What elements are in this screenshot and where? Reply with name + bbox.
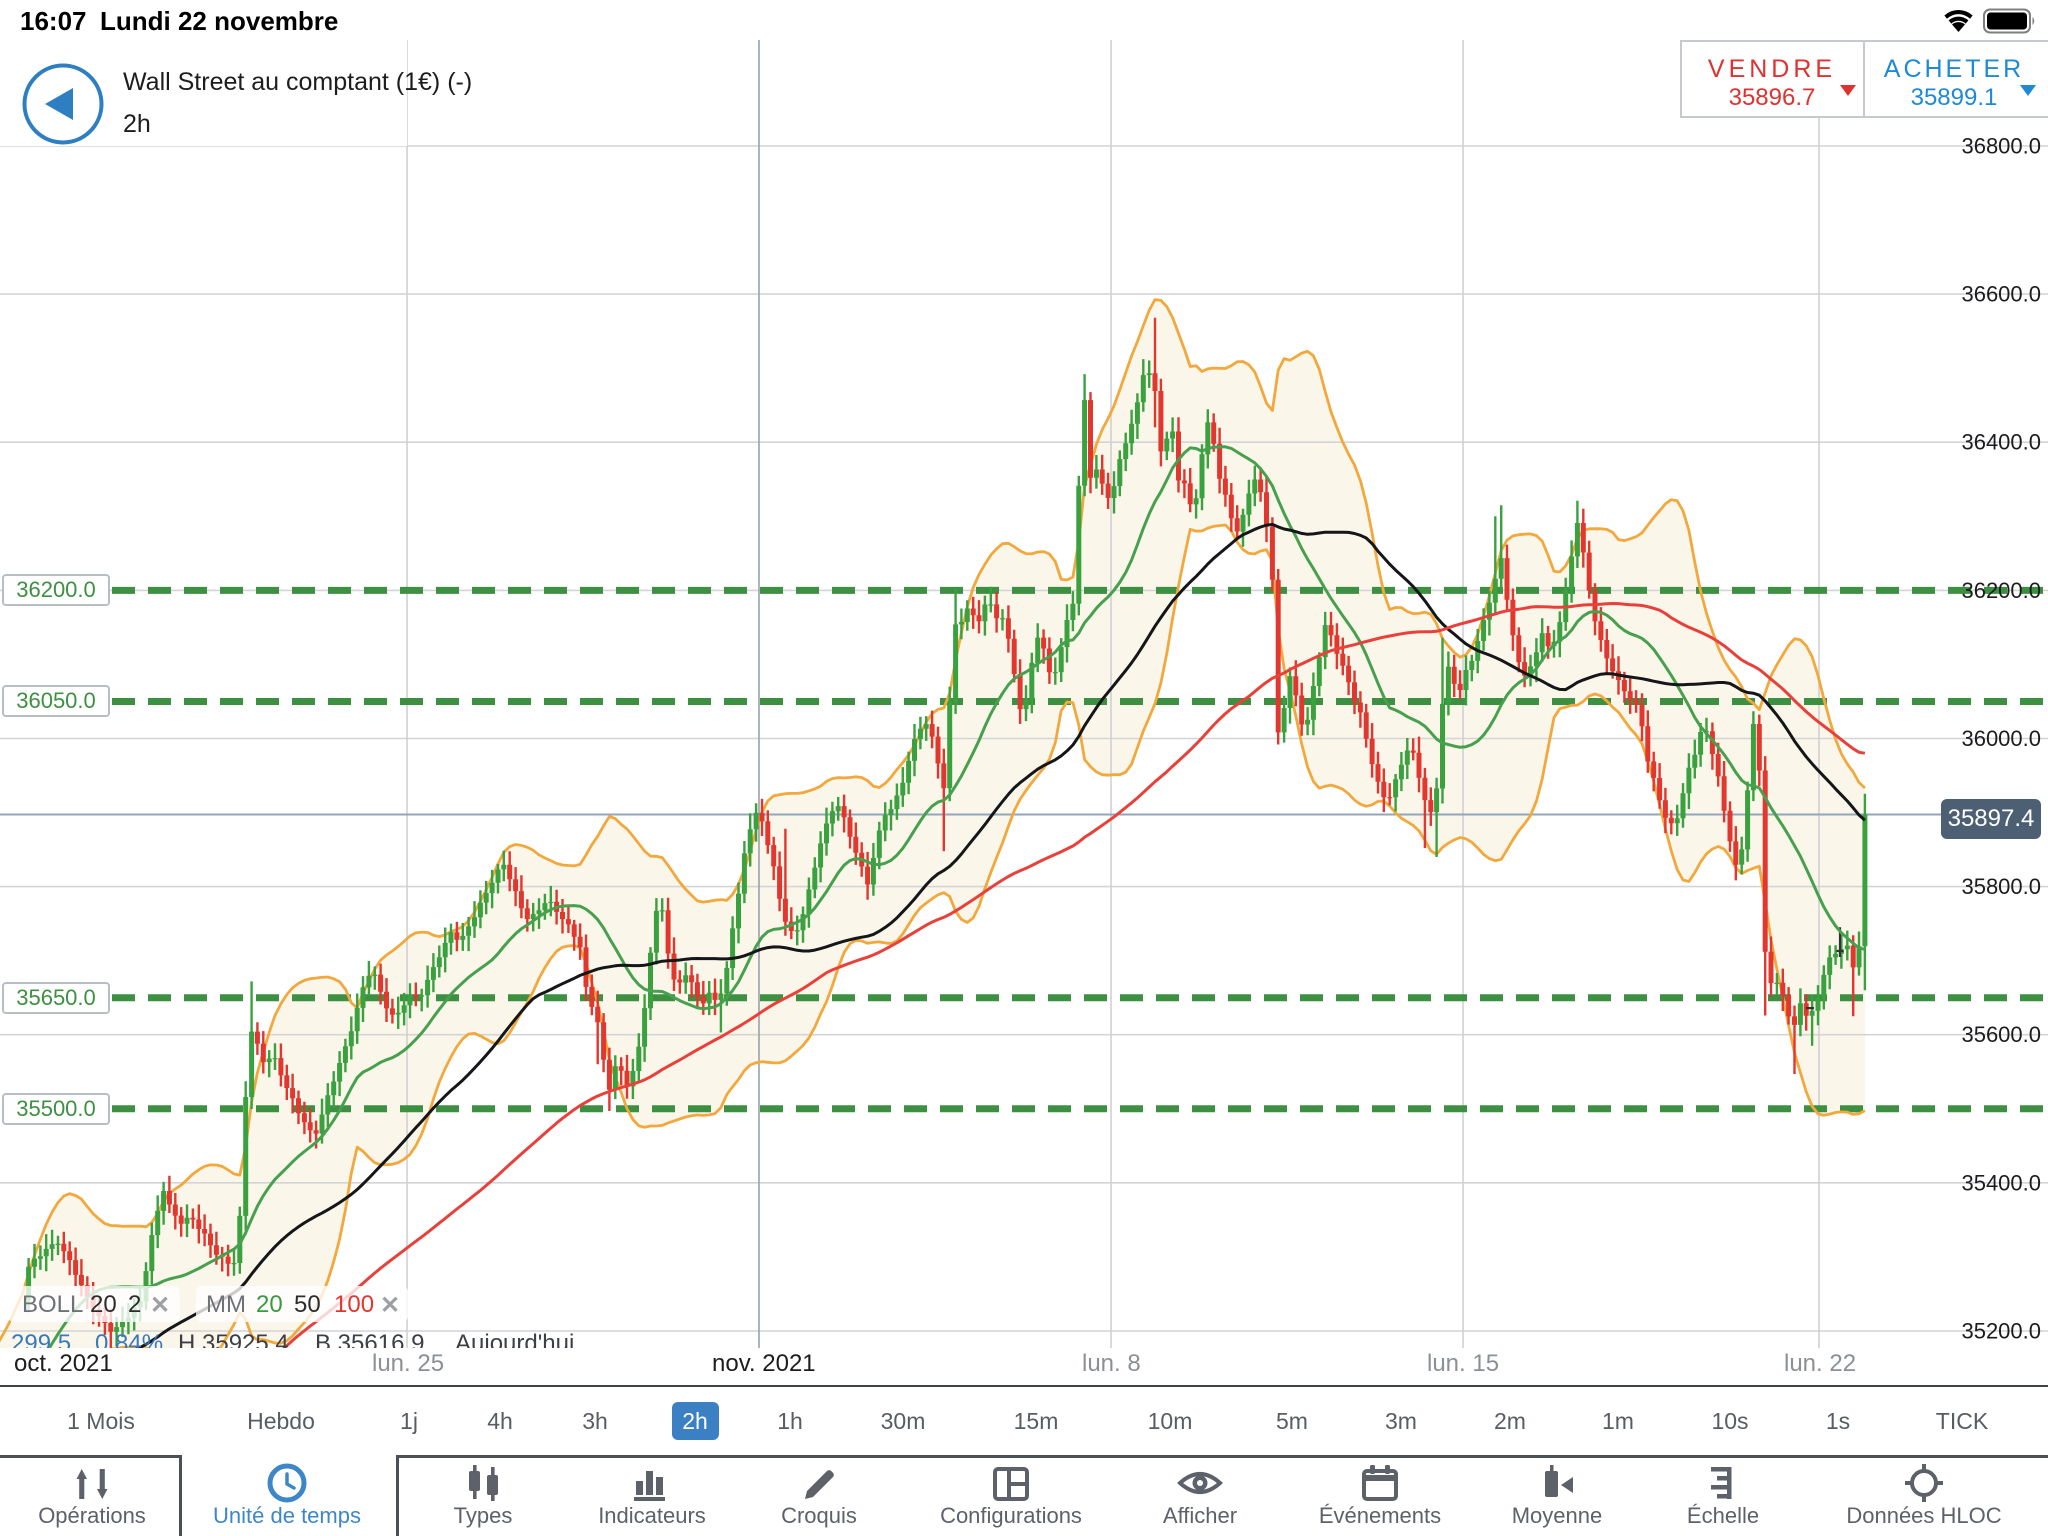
svg-text:35400.0: 35400.0 [1961, 1170, 2041, 1195]
svg-text:35800.0: 35800.0 [1961, 874, 2041, 899]
svg-text:36800.0: 36800.0 [1961, 134, 2041, 159]
svg-text:35600.0: 35600.0 [1961, 1022, 2041, 1047]
svg-text:36400.0: 36400.0 [1961, 430, 2041, 455]
svg-text:35200.0: 35200.0 [1961, 1319, 2041, 1344]
svg-text:36600.0: 36600.0 [1961, 282, 2041, 307]
svg-text:36000.0: 36000.0 [1961, 726, 2041, 751]
svg-text:36200.0: 36200.0 [1961, 578, 2041, 603]
